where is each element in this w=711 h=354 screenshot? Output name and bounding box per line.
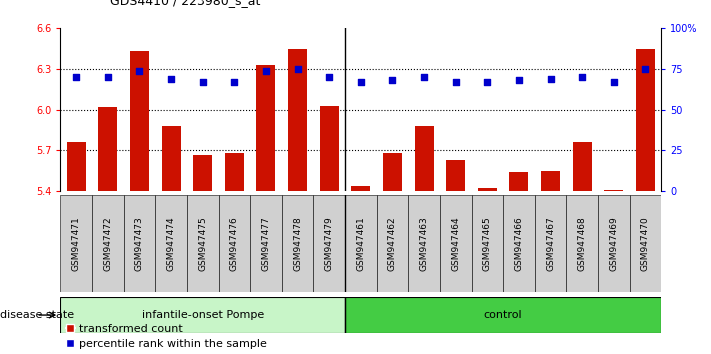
Point [387,78,398,83]
Bar [351,186,370,191]
FancyBboxPatch shape [92,195,124,292]
FancyBboxPatch shape [282,195,314,292]
FancyBboxPatch shape [250,195,282,292]
Bar [478,188,497,191]
Point [260,68,272,74]
FancyBboxPatch shape [155,195,187,292]
Text: GSM947463: GSM947463 [419,216,429,271]
FancyBboxPatch shape [124,195,155,292]
Point [481,79,493,85]
FancyBboxPatch shape [60,195,92,292]
Point [197,79,208,85]
Bar [604,190,624,191]
Text: GSM947474: GSM947474 [166,216,176,271]
FancyBboxPatch shape [471,195,503,292]
FancyBboxPatch shape [598,195,630,292]
Text: GSM947467: GSM947467 [546,216,555,271]
Text: control: control [483,310,523,320]
FancyBboxPatch shape [377,195,408,292]
FancyBboxPatch shape [187,195,218,292]
Point [355,79,367,85]
Text: GSM947465: GSM947465 [483,216,492,271]
Text: GSM947473: GSM947473 [135,216,144,271]
Bar [383,153,402,191]
FancyBboxPatch shape [345,195,377,292]
Bar [193,154,212,191]
Text: GSM947462: GSM947462 [388,216,397,271]
Text: GSM947464: GSM947464 [451,216,460,271]
FancyBboxPatch shape [535,195,567,292]
Bar [541,171,560,191]
Text: GSM947461: GSM947461 [356,216,365,271]
Text: infantile-onset Pompe: infantile-onset Pompe [141,310,264,320]
Legend: transformed count, percentile rank within the sample: transformed count, percentile rank withi… [66,324,267,349]
Text: GDS4410 / 223980_s_at: GDS4410 / 223980_s_at [110,0,260,7]
FancyBboxPatch shape [440,195,471,292]
Text: GSM947478: GSM947478 [293,216,302,271]
Point [102,74,114,80]
Bar [447,160,465,191]
FancyBboxPatch shape [408,195,440,292]
FancyBboxPatch shape [60,297,345,333]
Text: GSM947469: GSM947469 [609,216,619,271]
Point [134,68,145,74]
Point [418,74,429,80]
Text: GSM947475: GSM947475 [198,216,207,271]
Bar [257,65,275,191]
Point [292,66,304,72]
Text: GSM947472: GSM947472 [103,216,112,271]
Text: GSM947470: GSM947470 [641,216,650,271]
Bar [98,107,117,191]
Point [640,66,651,72]
Bar [415,126,434,191]
Point [513,78,525,83]
Point [70,74,82,80]
Point [229,79,240,85]
Point [450,79,461,85]
Text: GSM947476: GSM947476 [230,216,239,271]
Point [545,76,556,82]
FancyBboxPatch shape [345,297,661,333]
Text: disease state: disease state [0,310,74,320]
FancyBboxPatch shape [218,195,250,292]
Text: GSM947479: GSM947479 [325,216,333,271]
Bar [510,172,528,191]
Text: GSM947477: GSM947477 [262,216,270,271]
Bar [225,153,244,191]
Bar [636,48,655,191]
FancyBboxPatch shape [314,195,345,292]
Bar [320,105,338,191]
Bar [67,142,86,191]
Bar [130,51,149,191]
Point [166,76,177,82]
Point [608,79,619,85]
FancyBboxPatch shape [630,195,661,292]
Text: GSM947471: GSM947471 [72,216,81,271]
Point [324,74,335,80]
Bar [288,48,307,191]
FancyBboxPatch shape [567,195,598,292]
Bar [161,126,181,191]
Bar [572,142,592,191]
Text: GSM947468: GSM947468 [577,216,587,271]
Point [577,74,588,80]
Text: GSM947466: GSM947466 [515,216,523,271]
FancyBboxPatch shape [503,195,535,292]
